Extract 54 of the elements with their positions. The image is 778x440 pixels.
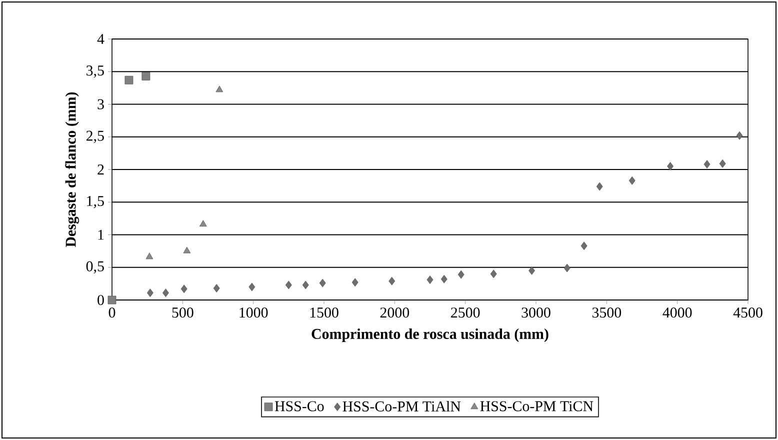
y-tick-label: 0	[98, 294, 104, 306]
y-axis-title: Desgaste de flanco (mm)	[65, 92, 79, 248]
point	[528, 266, 535, 275]
point	[596, 182, 603, 191]
x-tick-label: 1000	[240, 308, 268, 318]
point	[667, 162, 674, 170]
point	[426, 276, 434, 284]
y-tick-label: 1	[98, 230, 104, 240]
point	[319, 278, 326, 288]
x-tick-label: 0	[108, 308, 116, 318]
point	[146, 288, 154, 298]
y-tick-label: 1,5	[87, 196, 104, 208]
point	[213, 284, 220, 292]
point	[352, 278, 358, 287]
point	[564, 264, 570, 272]
x-tick-label: 4000	[662, 308, 692, 318]
point	[146, 252, 154, 260]
point	[248, 282, 256, 292]
point	[108, 296, 116, 304]
legend-label: HSS-Co	[274, 401, 324, 412]
point	[628, 176, 636, 185]
point	[736, 131, 743, 140]
point	[440, 274, 448, 284]
point	[124, 76, 134, 84]
point	[162, 288, 169, 298]
y-tick-label: 2,5	[86, 130, 104, 143]
x-tick-label: 2000	[380, 308, 410, 318]
x-tick-label: 1500	[310, 308, 338, 318]
y-tick-label: 3,5	[86, 66, 104, 78]
legend-label: HSS-Co-PM TiAlN	[342, 400, 461, 412]
point	[490, 270, 497, 278]
x-tick-label: 500	[172, 308, 194, 318]
point	[285, 280, 292, 290]
point	[719, 159, 726, 168]
y-tick-label: 3	[98, 99, 104, 110]
y-tick-label: 0,5	[86, 261, 104, 274]
point	[302, 280, 309, 290]
y-tick-label: 4	[97, 34, 104, 44]
point	[704, 160, 710, 168]
point	[142, 72, 150, 80]
x-axis-title: Comprimento de rosca usinada (mm)	[312, 328, 548, 342]
point	[458, 270, 464, 279]
x-tick-label: 4500	[733, 308, 762, 318]
point	[183, 246, 191, 254]
x-tick-label: 2500	[451, 308, 480, 318]
legend-label: HSS-Co-PM TiCN	[480, 401, 594, 412]
x-tick-label: 3000	[522, 308, 550, 318]
point	[388, 276, 396, 286]
point	[216, 86, 224, 92]
point	[200, 220, 207, 227]
x-tick-label: 3500	[592, 308, 622, 318]
point	[580, 242, 588, 250]
point	[180, 284, 188, 294]
y-tick-label: 2	[98, 164, 104, 174]
